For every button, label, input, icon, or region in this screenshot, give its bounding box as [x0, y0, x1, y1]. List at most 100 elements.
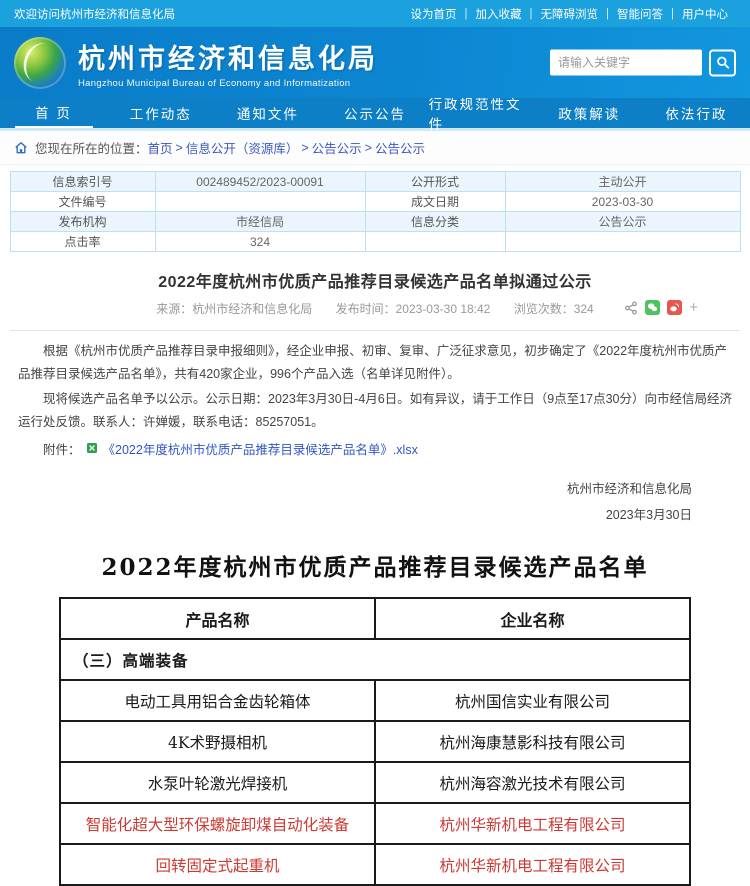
article-pubtime: 发布时间：2023-03-30 18:42 — [335, 302, 491, 316]
product-name: 水泵叶轮激光焊接机 — [59, 761, 376, 804]
meta-value-empty — [504, 231, 741, 252]
meta-label-date-issued: 成文日期 — [364, 191, 506, 212]
table-row: 电动工具用铝合金齿轮箱体 杭州国信实业有限公司 — [59, 679, 691, 722]
meta-label-doc-no: 文件编号 — [9, 191, 156, 212]
column-header-company: 企业名称 — [374, 597, 691, 640]
company-name: 杭州海容激光技术有限公司 — [374, 761, 691, 804]
meta-label-empty — [364, 231, 506, 252]
share-toolbar: + — [624, 300, 698, 315]
breadcrumb-separator: > — [175, 140, 183, 155]
table-row: 智能化超大型环保螺旋卸煤自动化装备 杭州华新机电工程有限公司 — [59, 802, 691, 845]
meta-value-publicity-form: 主动公开 — [504, 171, 741, 192]
meta-value-info-category: 公告公示 — [504, 211, 741, 232]
column-header-product: 产品名称 — [59, 597, 376, 640]
nav-item-public-announcements[interactable]: 公示公告 — [343, 106, 406, 122]
company-name: 杭州国信实业有限公司 — [374, 679, 691, 722]
nav-item-regulatory-docs[interactable]: 行政规范性文件 — [428, 96, 522, 132]
breadcrumb-announcements[interactable]: 公告公示 — [311, 142, 362, 156]
page-title: 2022年度杭州市优质产品推荐目录候选产品名单拟通过公示 — [158, 274, 592, 291]
article-views: 浏览次数：324 — [513, 302, 594, 316]
site-title: 杭州市经济和信息化局 — [78, 43, 378, 74]
weibo-share-icon[interactable] — [667, 300, 683, 315]
breadcrumb-home[interactable]: 首页 — [147, 142, 173, 156]
home-icon — [14, 141, 28, 155]
meta-label-click-rate: 点击率 — [9, 231, 156, 252]
breadcrumb-separator: > — [364, 140, 372, 155]
product-name: 4K术野摄相机 — [59, 720, 376, 763]
section-row-high-end-equipment: （三）高端装备 — [59, 638, 691, 681]
product-name: 电动工具用铝合金齿轮箱体 — [59, 679, 376, 722]
signature-block: 杭州市经济和信息化局 2023年3月30日 — [0, 476, 692, 529]
topbar-links: 设为首页 | 加入收藏 | 无障碍浏览 | 智能问答 | 用户中心 — [403, 6, 737, 22]
search-icon — [716, 56, 729, 69]
candidate-product-table: 产品名称 企业名称 （三）高端装备 电动工具用铝合金齿轮箱体 杭州国信实业有限公… — [59, 597, 691, 886]
attachment-line: 附件： 《2022年度杭州市优质产品推荐目录候选产品名单》.xlsx — [18, 439, 732, 458]
breadcrumb-announcements-current[interactable]: 公告公示 — [375, 142, 426, 156]
table-row: 发布机构 市经信局 信息分类 公告公示 — [9, 211, 741, 232]
share-icon[interactable] — [624, 301, 638, 315]
breadcrumb: 您现在所在的位置： 首页 > 信息公开（资源库） > 公告公示 > 公告公示 — [0, 131, 750, 165]
meta-label-issuing-agency: 发布机构 — [9, 211, 156, 232]
product-name: 智能化超大型环保螺旋卸煤自动化装备 — [59, 802, 376, 845]
signer-name: 杭州市经济和信息化局 — [566, 481, 692, 496]
breadcrumb-prefix: 您现在所在的位置： — [35, 142, 148, 156]
table-header-row: 产品名称 企业名称 — [59, 597, 691, 640]
nav-item-home[interactable]: 首 页 — [0, 98, 107, 128]
breadcrumb-separator: > — [301, 140, 309, 155]
accessibility-link[interactable]: 无障碍浏览 — [540, 8, 599, 21]
set-homepage-link[interactable]: 设为首页 — [410, 8, 457, 21]
topbar-separator: | — [529, 7, 533, 20]
paragraph-1: 根据《杭州市优质产品推荐目录申报细则》，经企业申报、初审、复审、广泛征求意见，初… — [18, 344, 728, 382]
product-name: 回转固定式起重机 — [59, 843, 376, 886]
meta-label-publicity-form: 公开形式 — [364, 171, 506, 192]
attachment-link[interactable]: 《2022年度杭州市优质产品推荐目录候选产品名单》.xlsx — [102, 442, 418, 457]
table-row: 点击率 324 — [9, 231, 741, 252]
company-name: 杭州海康慧影科技有限公司 — [374, 720, 691, 763]
embedded-document: 2022年度杭州市优质产品推荐目录候选产品名单 产品名称 企业名称 （三）高端装… — [0, 548, 750, 886]
welcome-text: 欢迎访问杭州市经济和信息化局 — [14, 8, 175, 21]
meta-value-date-issued: 2023-03-30 — [504, 191, 741, 212]
article-meta: 来源：杭州市经济和信息化局 发布时间：2023-03-30 18:42 浏览次数… — [0, 300, 750, 322]
company-name: 杭州华新机电工程有限公司 — [374, 802, 691, 845]
document-title: 2022年度杭州市优质产品推荐目录候选产品名单 — [101, 554, 649, 581]
topbar-separator: | — [464, 7, 468, 20]
search-input[interactable] — [550, 49, 702, 76]
wechat-share-icon[interactable] — [645, 300, 661, 315]
table-row: 回转固定式起重机 杭州华新机电工程有限公司 — [59, 843, 691, 886]
add-favorite-link[interactable]: 加入收藏 — [475, 8, 522, 21]
meta-value-click-rate: 324 — [154, 231, 366, 252]
meta-value-issuing-agency: 市经信局 — [154, 211, 366, 232]
paragraph-2: 现将候选产品名单予以公示。公示日期：2023年3月30日-4月6日。如有异议，请… — [18, 392, 732, 430]
search-button[interactable] — [709, 49, 736, 76]
user-center-link[interactable]: 用户中心 — [682, 8, 728, 21]
nav-item-policy-interpretation[interactable]: 政策解读 — [558, 106, 621, 122]
primary-nav: 首 页 工作动态 通知文件 公示公告 行政规范性文件 政策解读 依法行政 — [0, 96, 750, 132]
article-source: 来源：杭州市经济和信息化局 — [156, 302, 313, 316]
top-utility-bar: 欢迎访问杭州市经济和信息化局 设为首页 | 加入收藏 | 无障碍浏览 | 智能问… — [0, 0, 750, 27]
document-meta-table: 信息索引号 002489452/2023-00091 公开形式 主动公开 文件编… — [9, 171, 741, 252]
breadcrumb-info-disclosure[interactable]: 信息公开（资源库） — [185, 142, 299, 156]
meta-value-index-no: 002489452/2023-00091 — [154, 171, 366, 192]
nav-item-administration-by-law[interactable]: 依法行政 — [665, 106, 728, 122]
table-row: 4K术野摄相机 杭州海康慧影科技有限公司 — [59, 720, 691, 763]
table-row: 水泵叶轮激光焊接机 杭州海容激光技术有限公司 — [59, 761, 691, 804]
meta-label-index-no: 信息索引号 — [9, 171, 156, 192]
topbar-separator: | — [671, 7, 674, 20]
bureau-logo — [14, 36, 66, 89]
more-share-icon[interactable]: + — [689, 299, 698, 316]
nav-item-work-news[interactable]: 工作动态 — [129, 106, 192, 122]
site-search — [550, 49, 736, 76]
article-body: 根据《杭州市优质产品推荐目录申报细则》，经企业申报、初审、复审、广泛征求意见，初… — [18, 340, 732, 435]
smart-qa-link[interactable]: 智能问答 — [617, 8, 663, 21]
site-subtitle-en: Hangzhou Municipal Bureau of Economy and… — [78, 77, 351, 89]
section-label: （三）高端装备 — [59, 638, 691, 681]
company-name: 杭州华新机电工程有限公司 — [374, 843, 691, 886]
divider — [10, 330, 740, 331]
table-row: 信息索引号 002489452/2023-00091 公开形式 主动公开 — [9, 171, 741, 192]
table-row: 文件编号 成文日期 2023-03-30 — [9, 191, 741, 212]
brand-block: 杭州市经济和信息化局 Hangzhou Municipal Bureau of … — [78, 37, 378, 89]
nav-item-notices[interactable]: 通知文件 — [236, 106, 299, 122]
meta-label-info-category: 信息分类 — [364, 211, 506, 232]
sign-date: 2023年3月30日 — [605, 507, 692, 522]
meta-value-doc-no — [154, 191, 366, 212]
